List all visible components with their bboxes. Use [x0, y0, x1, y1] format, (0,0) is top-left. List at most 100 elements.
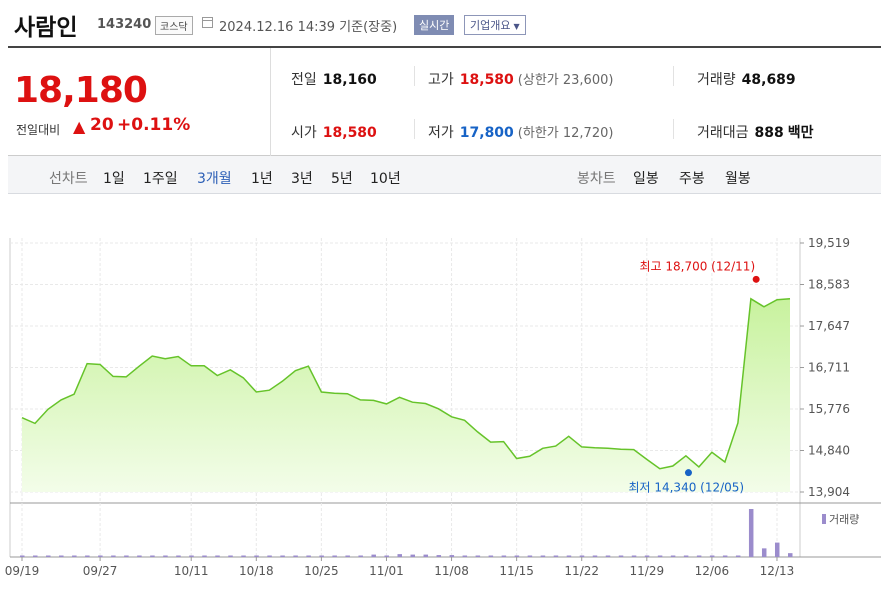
- divider: [414, 66, 415, 86]
- x-tick-label: 12/06: [695, 564, 730, 578]
- tab-monthly[interactable]: 월봉: [725, 171, 751, 187]
- company-overview-label: 기업개요: [470, 19, 511, 32]
- price-chart: 19,519 18,583 17,647 16,711 15,776 14,840 13,9…: [5, 236, 881, 578]
- line-chart-label: 선차트: [49, 171, 88, 187]
- chart-annotations: 최고 18,700 (12/11) 최저 14,340 (12/05): [628, 259, 760, 495]
- volume-bar: [566, 555, 572, 557]
- volume-bar: [358, 555, 363, 557]
- company-overview-dropdown[interactable]: 기업개요 ▼: [464, 15, 526, 35]
- volume-bar: [514, 555, 520, 557]
- volume-bar: [332, 555, 337, 557]
- upper-limit: (상한가 23,600): [517, 73, 614, 88]
- y-axis: 19,519 18,583 17,647 16,711 15,776 14,840 13,9…: [800, 236, 850, 499]
- tab-5y[interactable]: 5년: [331, 171, 353, 187]
- x-axis: 09/19 09/27 10/11 10/18 10/25 11/01 11/08 11/15…: [5, 557, 794, 578]
- volume-bar: [475, 555, 481, 557]
- volume-bar: [670, 555, 676, 557]
- volume-bar: [267, 555, 272, 557]
- tab-3m[interactable]: 3개월: [197, 171, 232, 187]
- volume-bar: [241, 555, 246, 557]
- price-line: [21, 297, 791, 470]
- current-price: 18,180: [14, 70, 148, 111]
- up-triangle-icon: ▲: [73, 117, 86, 136]
- x-tick-label: 11/08: [434, 564, 469, 578]
- open-label: 시가: [291, 125, 317, 141]
- volume-value: 48,689: [741, 72, 796, 88]
- volume-bar: [605, 555, 611, 557]
- tab-3y[interactable]: 3년: [291, 171, 313, 187]
- tab-daily[interactable]: 일봉: [633, 171, 659, 187]
- low-label: 저가: [428, 125, 454, 141]
- x-tick-label: 11/15: [499, 564, 534, 578]
- volume-bar: [59, 555, 64, 557]
- y-tick-label: 16,711: [808, 361, 850, 375]
- volume-bar: [696, 555, 702, 557]
- amount-label: 거래대금: [697, 125, 749, 141]
- volume-bar: [20, 555, 25, 557]
- y-tick-label: 13,904: [808, 485, 850, 499]
- tab-1y[interactable]: 1년: [251, 171, 273, 187]
- volume-bar: [189, 555, 194, 557]
- high-cell: 고가 18,580 (상한가 23,600): [428, 69, 613, 89]
- chevron-down-icon: ▼: [513, 21, 520, 31]
- divider: [673, 119, 674, 139]
- price-summary: 18,180 전일대비 ▲ 20 +0.11%: [8, 48, 271, 156]
- tab-10y[interactable]: 10년: [370, 171, 401, 187]
- chart-tabs: 선차트 1일 1주일 3개월 1년 3년 5년 10년 봉차트 일봉 주봉 월봉: [8, 156, 881, 194]
- price-change: 20: [90, 115, 114, 135]
- realtime-button[interactable]: 실시간: [414, 15, 455, 35]
- volume-bar: [111, 555, 116, 557]
- volume-bar: [657, 555, 663, 557]
- candle-chart-label: 봉차트: [577, 171, 616, 187]
- volume-bar: [98, 555, 103, 557]
- volume-bar: [462, 555, 468, 557]
- change-rate: +0.11%: [117, 115, 191, 135]
- volume-bar: [384, 555, 389, 557]
- prev-close-cell: 전일 18,160: [291, 69, 377, 89]
- volume-bar: [788, 553, 793, 557]
- low-cell: 저가 17,800 (하한가 12,720): [428, 122, 613, 142]
- volume-bar: [592, 555, 598, 557]
- volume-bar: [540, 555, 546, 557]
- divider: [673, 66, 674, 86]
- volume-bar: [618, 555, 624, 557]
- divider: [414, 119, 415, 139]
- volume-bar: [722, 555, 728, 557]
- x-tick-label: 09/19: [5, 564, 40, 578]
- x-tick-label: 10/11: [174, 564, 209, 578]
- volume-bar: [163, 555, 168, 557]
- volume-bar: [761, 548, 767, 557]
- prev-close-value: 18,160: [322, 72, 377, 88]
- volume-bar: [85, 555, 90, 557]
- tab-1w[interactable]: 1주일: [143, 171, 178, 187]
- open-cell: 시가 18,580: [291, 122, 377, 142]
- volume-bar: [228, 555, 233, 557]
- tab-1d[interactable]: 1일: [103, 171, 125, 187]
- volume-bar: [631, 555, 637, 557]
- x-tick-label: 11/22: [564, 564, 599, 578]
- volume-bar: [280, 555, 285, 557]
- volume-bar: [488, 555, 494, 557]
- volume-bar: [72, 555, 77, 557]
- volume-bar: [137, 555, 142, 557]
- volume-bar: [319, 555, 324, 557]
- volume-bar: [579, 555, 585, 557]
- tab-weekly[interactable]: 주봉: [679, 171, 705, 187]
- volume-bar: [293, 555, 298, 557]
- volume-bar: [735, 555, 741, 557]
- min-point: [684, 469, 692, 477]
- volume-legend-swatch: [822, 514, 826, 524]
- y-tick-label: 17,647: [808, 319, 850, 333]
- volume-bar: [423, 554, 429, 557]
- y-tick-label: 15,776: [808, 402, 850, 416]
- y-tick-label: 18,583: [808, 278, 850, 292]
- x-tick-label: 10/25: [304, 564, 339, 578]
- x-tick-label: 10/18: [239, 564, 274, 578]
- prev-close-label: 전일: [291, 72, 317, 88]
- y-tick-label: 19,519: [808, 236, 850, 250]
- volume-bar: [774, 542, 780, 557]
- open-value: 18,580: [322, 125, 377, 141]
- volume-bar: [527, 555, 533, 557]
- x-tick-label: 11/29: [630, 564, 665, 578]
- volume-bar: [176, 555, 181, 557]
